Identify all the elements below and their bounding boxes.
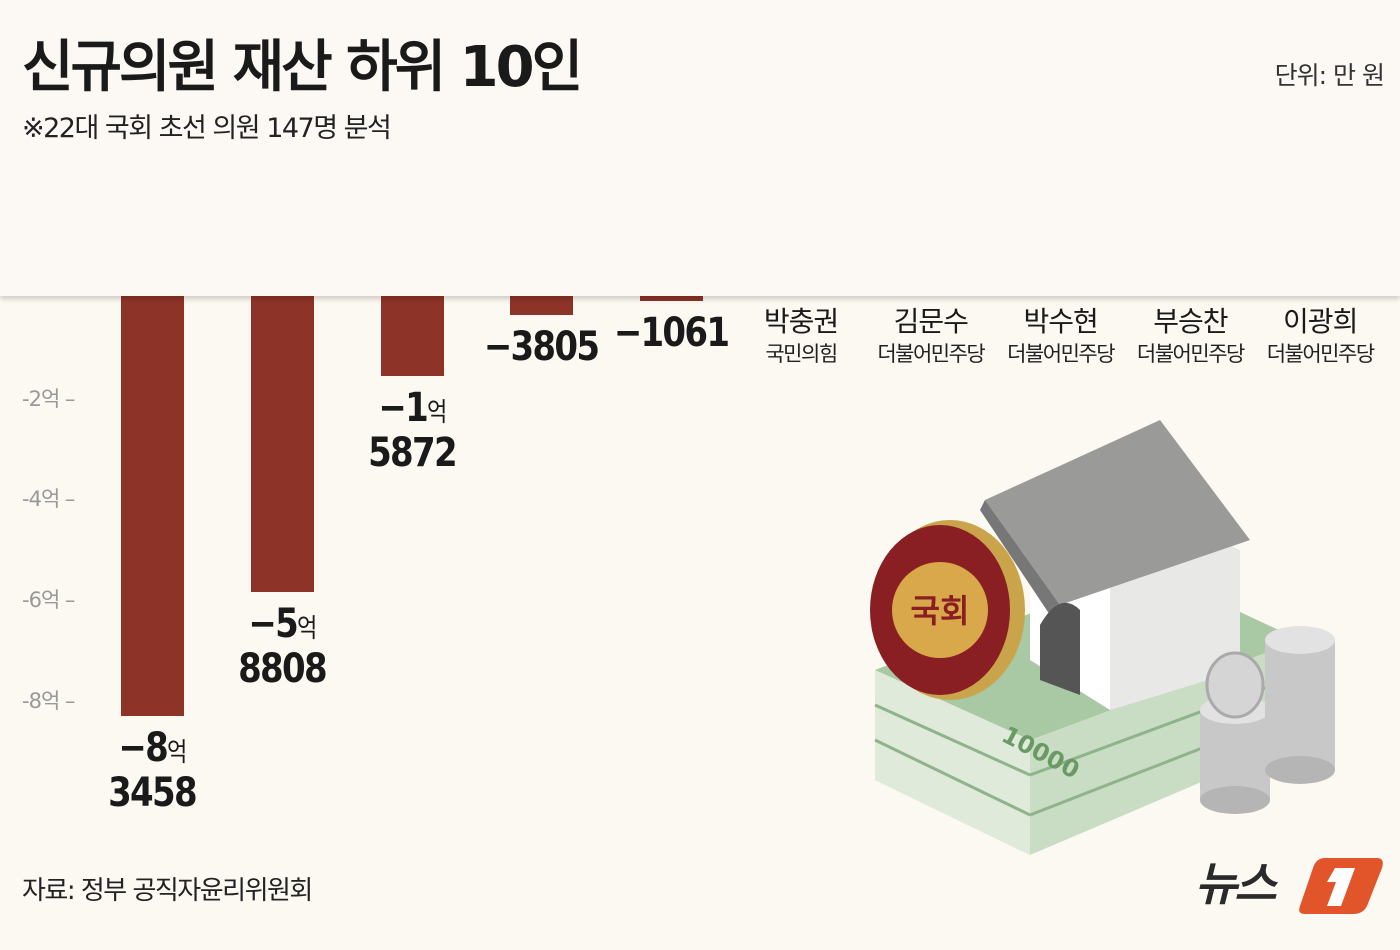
bar <box>121 296 184 716</box>
name-label: 부승찬 <box>1153 305 1228 338</box>
bar <box>640 296 704 302</box>
name-label: 김문수 <box>893 305 969 338</box>
name-label: 이광희 <box>1283 305 1358 338</box>
party-label: 더불어민주당 <box>1136 342 1245 366</box>
party-label: 더불어민주당 <box>877 342 985 366</box>
value-label: −3805 <box>484 324 600 371</box>
name-label: 박수현 <box>1023 305 1098 338</box>
svg-text:뉴스: 뉴스 <box>1195 857 1278 911</box>
chart-title: 신규의원 재산 하위 10인 <box>22 35 583 100</box>
coin-stack-icon <box>1200 626 1335 814</box>
news1-logo: 뉴스 <box>1195 857 1383 914</box>
header-band <box>0 0 1400 296</box>
y-tick-label: -4억 – <box>22 487 75 512</box>
source-note: 자료: 정부 공직자윤리위원회 <box>22 876 313 906</box>
bar <box>380 296 444 376</box>
badge-text: 국회 <box>911 592 970 630</box>
house-icon <box>980 420 1250 710</box>
value-label: −1061 <box>613 310 730 357</box>
value-label: −5억 8808 <box>237 600 328 692</box>
y-tick-label: -2억 – <box>22 386 75 411</box>
value-label: −8억 3458 <box>108 725 198 816</box>
chart-subtitle: ※22대 국회 초선 의원 147명 분석 <box>22 113 392 144</box>
party-label: 더불어민주당 <box>1007 342 1115 366</box>
party-label: 국민의힘 <box>765 342 838 366</box>
party-label: 더불어민주당 <box>1266 342 1375 366</box>
national-assembly-badge-icon: 국회 <box>870 520 1025 700</box>
unit-label: 단위: 만 원 <box>1274 61 1385 90</box>
y-tick-label: -8억 – <box>22 688 75 713</box>
bar <box>510 296 574 316</box>
bar <box>250 296 314 592</box>
name-label: 박충권 <box>763 305 839 338</box>
house-money-illustration: 10000 국회 <box>870 420 1335 855</box>
value-label: −1억 5872 <box>367 384 458 476</box>
y-tick-label: -6억 – <box>22 587 75 612</box>
